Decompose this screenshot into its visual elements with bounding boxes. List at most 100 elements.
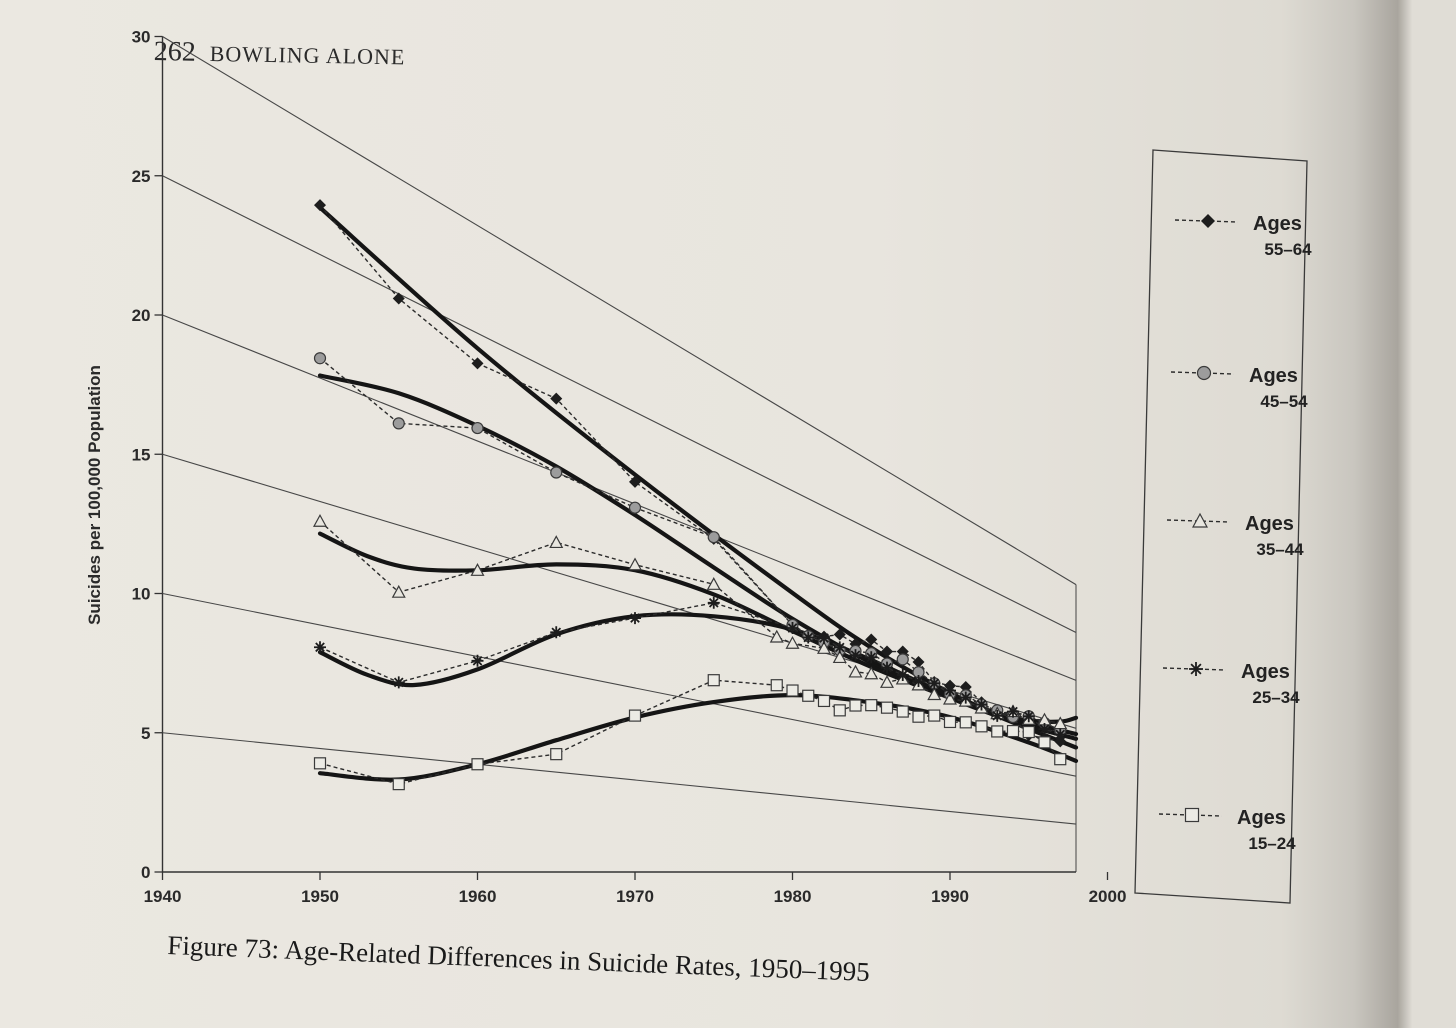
- data-point-triangle: [627, 557, 643, 571]
- data-point-square: [770, 679, 783, 692]
- data-point-diamond: [881, 645, 893, 658]
- data-point-star: [786, 622, 799, 634]
- x-tick-label: 2000: [1089, 887, 1127, 906]
- data-point-square: [1054, 753, 1067, 766]
- data-point-square: [628, 709, 642, 722]
- data-point-square: [880, 701, 894, 714]
- legend-label: Ages: [1245, 513, 1294, 535]
- y-axis-label: Suicides per 100,000 Population: [85, 365, 104, 625]
- x-tick-label: 1980: [774, 887, 812, 906]
- legend-marker-square: [1184, 807, 1200, 823]
- y-tick-label: 20: [132, 306, 151, 325]
- legend-marker-diamond: [1201, 214, 1215, 228]
- x-tick-label: 1990: [931, 887, 969, 906]
- data-point-triangle: [942, 691, 958, 705]
- data-point-triangle: [769, 629, 784, 643]
- data-point-triangle: [864, 666, 879, 680]
- data-point-star: [1038, 723, 1051, 736]
- data-point-star: [1022, 710, 1035, 723]
- data-point-star: [1054, 728, 1067, 741]
- data-point-triangle: [832, 650, 847, 664]
- data-point-diamond: [471, 357, 484, 370]
- data-point-star: [928, 677, 941, 690]
- data-point-diamond: [314, 199, 326, 212]
- data-point-circle: [471, 421, 484, 435]
- data-point-star: [392, 676, 405, 689]
- y-tick-label: 5: [141, 724, 150, 743]
- data-point-star: [550, 626, 563, 639]
- legend-label: Ages: [1253, 213, 1302, 235]
- legend-label-ages: 45–54: [1260, 392, 1308, 411]
- data-point-square: [802, 689, 815, 702]
- data-point-star: [944, 684, 956, 697]
- data-point-star: [802, 631, 815, 644]
- data-point-circle: [896, 653, 909, 666]
- data-point-star: [975, 698, 988, 711]
- x-tick-label: 1960: [459, 887, 497, 906]
- data-point-square: [865, 699, 878, 712]
- data-point-triangle: [848, 664, 863, 678]
- data-point-triangle: [816, 641, 832, 654]
- trend-curve-square: [317, 692, 1079, 782]
- data-point-square: [786, 684, 799, 697]
- legend-label-ages: 15–24: [1248, 834, 1296, 853]
- data-point-star: [912, 675, 925, 688]
- data-point-circle: [313, 352, 327, 365]
- legend-marker-star: [1189, 662, 1203, 676]
- data-point-square: [975, 720, 988, 733]
- legend-label: Ages: [1241, 661, 1290, 683]
- data-point-star: [707, 596, 720, 609]
- legend-label-ages: 25–34: [1252, 688, 1300, 707]
- data-point-diamond: [550, 392, 563, 405]
- data-point-star: [896, 669, 909, 682]
- gridline: [162, 36, 1077, 586]
- gridline: [162, 314, 1077, 681]
- data-point-square: [896, 705, 909, 718]
- gridline: [162, 592, 1077, 777]
- data-point-circle: [550, 466, 563, 479]
- data-point-square: [991, 725, 1004, 738]
- data-point-circle: [628, 501, 642, 514]
- data-point-triangle: [549, 535, 564, 549]
- data-point-star: [629, 612, 641, 625]
- y-tick-label: 30: [132, 28, 151, 47]
- data-point-star: [849, 649, 862, 662]
- data-point-star: [833, 641, 846, 654]
- y-tick-label: 25: [132, 167, 151, 186]
- data-point-square: [1006, 724, 1020, 738]
- x-tick-label: 1970: [616, 887, 654, 906]
- data-point-diamond: [912, 655, 925, 668]
- legend-label-ages: 55–64: [1264, 240, 1312, 259]
- data-point-circle: [707, 531, 720, 544]
- data-point-square: [313, 757, 327, 770]
- data-point-triangle: [785, 635, 800, 649]
- data-point-diamond: [865, 633, 878, 646]
- data-point-diamond: [629, 475, 641, 488]
- data-point-diamond: [392, 292, 405, 305]
- legend-marker-circle: [1196, 365, 1212, 381]
- y-tick-label: 15: [132, 445, 151, 464]
- data-point-triangle: [391, 584, 406, 598]
- data-point-triangle: [470, 563, 485, 576]
- data-point-triangle: [706, 577, 721, 590]
- gridline: [162, 175, 1077, 633]
- data-point-star: [1007, 705, 1019, 718]
- y-tick-label: 0: [141, 863, 150, 882]
- legend-box: [1134, 149, 1308, 904]
- data-point-square: [392, 778, 405, 791]
- x-tick-label: 1940: [144, 887, 182, 906]
- data-point-diamond: [833, 628, 846, 641]
- gridline: [162, 732, 1077, 825]
- data-point-square: [959, 716, 972, 729]
- data-point-star: [314, 641, 326, 654]
- data-point-triangle: [312, 514, 328, 527]
- legend-label: Ages: [1237, 807, 1286, 829]
- data-point-triangle: [927, 687, 942, 701]
- data-point-square: [817, 694, 831, 708]
- y-tick-label: 10: [132, 585, 151, 604]
- data-point-star: [818, 632, 830, 645]
- data-point-square: [550, 748, 563, 761]
- data-line-diamond: [319, 204, 1061, 743]
